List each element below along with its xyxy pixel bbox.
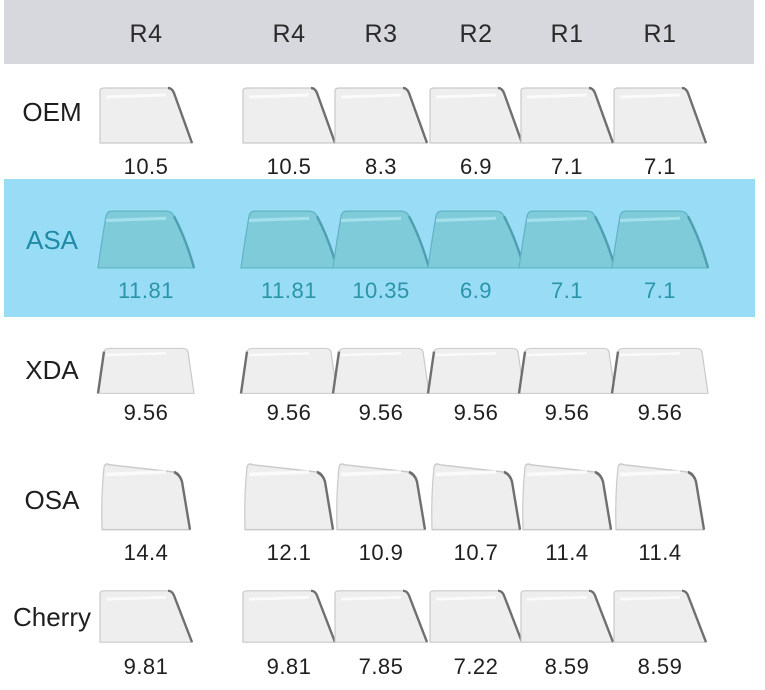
keycap-xda-3	[331, 345, 431, 395]
height-value: 8.59	[544, 654, 590, 679]
height-value: 11.81	[118, 278, 174, 303]
height-value: 9.56	[637, 400, 683, 425]
keycap-osa-1	[96, 460, 196, 532]
height-value: 9.56	[544, 400, 590, 425]
keycap-xda-1	[96, 345, 196, 395]
keycap-cherry-6	[610, 588, 710, 644]
keycap-cherry-1	[96, 588, 196, 644]
keycap-asa-3	[331, 208, 431, 270]
profile-label-oem: OEM	[22, 97, 82, 127]
keycap-osa-5	[517, 460, 617, 532]
keycap-asa-5	[517, 208, 617, 270]
keycap-xda-6	[610, 345, 710, 395]
height-value: 9.56	[453, 400, 499, 425]
height-value: 10.5	[266, 154, 312, 179]
height-value: 9.56	[266, 400, 312, 425]
keycap-oem-3	[331, 85, 431, 145]
keycap-cherry-2	[239, 588, 339, 644]
keycap-osa-3	[331, 460, 431, 532]
keycap-asa-4	[426, 208, 526, 270]
profile-label-osa: OSA	[24, 485, 80, 515]
column-header-1: R4	[129, 20, 163, 48]
column-header-bar	[4, 0, 754, 64]
keycap-osa-2	[239, 460, 339, 532]
keycap-oem-2	[239, 85, 339, 145]
keycap-xda-5	[517, 345, 617, 395]
height-value: 11.4	[545, 540, 589, 565]
height-value: 7.22	[453, 654, 499, 679]
height-value: 10.9	[358, 540, 404, 565]
keycap-oem-5	[517, 85, 617, 145]
keycap-cherry-5	[517, 588, 617, 644]
height-value: 12.1	[266, 540, 312, 565]
keycap-oem-1	[96, 85, 196, 145]
height-value: 14.4	[123, 540, 169, 565]
keycap-asa-2	[239, 208, 339, 270]
column-header-2: R4	[272, 20, 306, 48]
height-value: 9.56	[358, 400, 404, 425]
height-value: 11.81	[261, 278, 317, 303]
keycap-xda-4	[426, 345, 526, 395]
height-value: 10.7	[453, 540, 499, 565]
height-value: 11.4	[638, 540, 682, 565]
height-value: 7.85	[358, 654, 404, 679]
keycap-oem-6	[610, 85, 710, 145]
height-value: 10.5	[123, 154, 169, 179]
profile-label-asa: ASA	[25, 225, 79, 255]
column-header-4: R2	[459, 20, 493, 48]
profile-label-cherry: Cherry	[12, 602, 91, 632]
height-value: 9.81	[123, 654, 169, 679]
column-header-3: R3	[364, 20, 398, 48]
profile-label-xda: XDA	[25, 355, 79, 385]
height-value: 10.35	[352, 278, 410, 303]
height-value: 7.1	[550, 278, 584, 303]
height-value: 9.56	[123, 400, 169, 425]
keycap-asa-1	[96, 208, 196, 270]
height-value: 7.1	[643, 278, 677, 303]
height-value: 8.3	[364, 154, 398, 179]
height-value: 9.81	[266, 654, 312, 679]
keycap-asa-6	[610, 208, 710, 270]
column-header-5: R1	[550, 20, 584, 48]
height-value: 6.9	[459, 154, 493, 179]
keycap-oem-4	[426, 85, 526, 145]
keycap-osa-4	[426, 460, 526, 532]
height-value: 7.1	[643, 154, 677, 179]
keycap-osa-6	[610, 460, 710, 532]
keycap-cherry-4	[426, 588, 526, 644]
height-value: 7.1	[550, 154, 584, 179]
keycap-xda-2	[239, 345, 339, 395]
column-header-6: R1	[643, 20, 677, 48]
height-value: 8.59	[637, 654, 683, 679]
height-value: 6.9	[459, 278, 493, 303]
keycap-cherry-3	[331, 588, 431, 644]
